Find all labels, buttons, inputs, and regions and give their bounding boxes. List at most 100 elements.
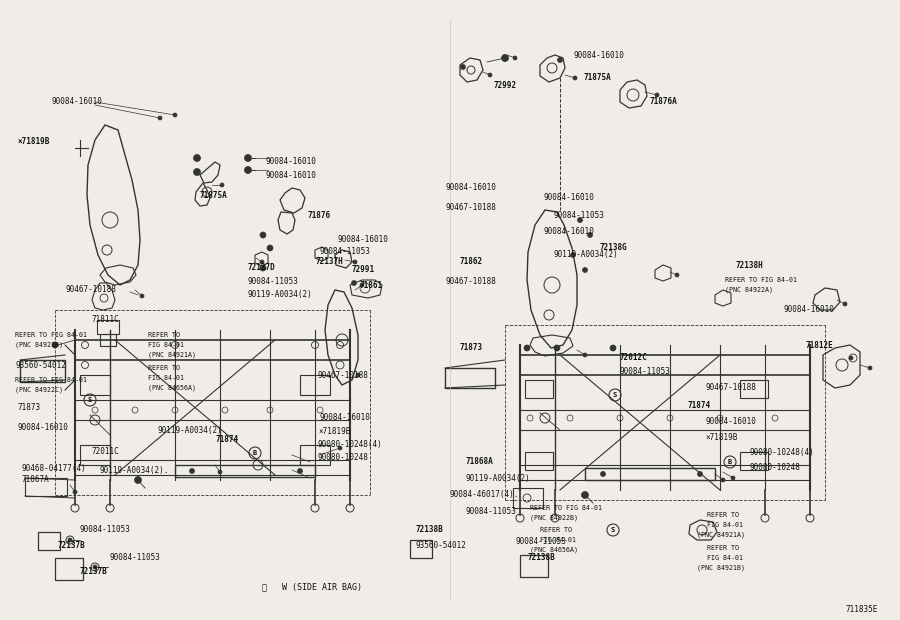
Circle shape bbox=[173, 113, 177, 117]
Text: 90084-16010: 90084-16010 bbox=[573, 50, 624, 60]
Circle shape bbox=[501, 55, 508, 61]
Text: 71867A: 71867A bbox=[22, 476, 50, 484]
Text: 71812E: 71812E bbox=[805, 340, 832, 350]
Circle shape bbox=[73, 490, 77, 494]
Text: 90467-10188: 90467-10188 bbox=[705, 384, 756, 392]
Text: ※   W (SIDE AIR BAG): ※ W (SIDE AIR BAG) bbox=[262, 583, 362, 591]
Text: 90119-A0034(2): 90119-A0034(2) bbox=[158, 425, 223, 435]
Circle shape bbox=[582, 267, 588, 273]
Bar bbox=[520, 555, 548, 577]
Text: 90084-16010: 90084-16010 bbox=[52, 97, 103, 107]
Bar bbox=[525, 380, 553, 398]
Circle shape bbox=[578, 218, 582, 223]
Text: 90080-10248: 90080-10248 bbox=[318, 453, 369, 463]
Text: 71873: 71873 bbox=[460, 343, 483, 353]
Text: 90084-16010: 90084-16010 bbox=[266, 157, 317, 167]
Bar bbox=[20, 360, 65, 382]
Circle shape bbox=[194, 154, 201, 161]
Text: REFER TO FIG 84-01: REFER TO FIG 84-01 bbox=[725, 277, 797, 283]
Text: (PNC 84922A): (PNC 84922A) bbox=[725, 286, 773, 293]
Bar bbox=[80, 445, 110, 465]
Circle shape bbox=[360, 283, 364, 287]
Text: 90467-10188: 90467-10188 bbox=[445, 278, 496, 286]
Bar bbox=[300, 445, 330, 465]
Text: 93560-54012: 93560-54012 bbox=[415, 541, 466, 549]
Circle shape bbox=[338, 446, 342, 450]
Text: 93560-54012: 93560-54012 bbox=[15, 360, 66, 370]
Text: 71874: 71874 bbox=[687, 401, 710, 409]
Circle shape bbox=[218, 470, 222, 474]
Text: REFER TO: REFER TO bbox=[540, 527, 572, 533]
Text: 90084-16010: 90084-16010 bbox=[445, 184, 496, 192]
Circle shape bbox=[134, 477, 141, 484]
Text: 90080-10248(4): 90080-10248(4) bbox=[318, 440, 382, 450]
Text: ×71819B: ×71819B bbox=[18, 138, 50, 146]
Bar bbox=[55, 558, 83, 580]
Text: 90084-11053: 90084-11053 bbox=[248, 278, 299, 286]
Text: FIG 84-01: FIG 84-01 bbox=[540, 537, 576, 543]
Text: 72137B: 72137B bbox=[58, 541, 86, 549]
Text: 71876: 71876 bbox=[308, 211, 331, 219]
Text: (PNC 84656A): (PNC 84656A) bbox=[530, 547, 578, 553]
Text: 72992: 72992 bbox=[493, 81, 516, 89]
Text: 90467-10188: 90467-10188 bbox=[445, 203, 496, 213]
Text: 90084-16010: 90084-16010 bbox=[543, 193, 594, 203]
Circle shape bbox=[573, 76, 577, 80]
Text: 71873: 71873 bbox=[18, 404, 41, 412]
Text: 90084-16010: 90084-16010 bbox=[320, 414, 371, 422]
Bar bbox=[525, 452, 553, 470]
Text: 90119-A0034(2): 90119-A0034(2) bbox=[248, 291, 313, 299]
Bar bbox=[740, 452, 768, 470]
Text: FIG 84-01: FIG 84-01 bbox=[707, 555, 743, 561]
Circle shape bbox=[190, 469, 194, 474]
Text: 71868A: 71868A bbox=[465, 458, 493, 466]
Circle shape bbox=[356, 373, 360, 377]
Circle shape bbox=[488, 73, 492, 77]
Circle shape bbox=[52, 342, 58, 348]
Text: 90468-04177(4): 90468-04177(4) bbox=[22, 464, 86, 472]
Circle shape bbox=[260, 260, 264, 264]
Text: 90467-10188: 90467-10188 bbox=[318, 371, 369, 379]
Bar bbox=[445, 368, 495, 388]
Text: 90119-A0034(2).: 90119-A0034(2). bbox=[100, 466, 169, 474]
Bar bbox=[175, 465, 315, 477]
Circle shape bbox=[588, 232, 592, 237]
Circle shape bbox=[461, 64, 465, 69]
Text: S: S bbox=[613, 392, 617, 398]
Text: 90084-16010: 90084-16010 bbox=[543, 228, 594, 236]
Text: (PNC 84922C): (PNC 84922C) bbox=[15, 387, 63, 393]
Circle shape bbox=[600, 471, 606, 477]
Text: FIG 84-01: FIG 84-01 bbox=[148, 342, 184, 348]
Circle shape bbox=[731, 476, 735, 480]
Circle shape bbox=[843, 302, 847, 306]
Text: 90119-A0034(2): 90119-A0034(2) bbox=[553, 250, 617, 260]
Text: 90119-A0034(2): 90119-A0034(2) bbox=[465, 474, 530, 482]
Text: 71875A: 71875A bbox=[200, 190, 228, 200]
Text: 71811C: 71811C bbox=[92, 316, 120, 324]
Text: REFER TO: REFER TO bbox=[148, 332, 180, 338]
Text: REFER TO: REFER TO bbox=[148, 365, 180, 371]
Circle shape bbox=[581, 492, 589, 498]
Text: 72011C: 72011C bbox=[92, 448, 120, 456]
Text: FIG 84-01: FIG 84-01 bbox=[148, 375, 184, 381]
Text: 72991: 72991 bbox=[352, 265, 375, 275]
Text: 72012C: 72012C bbox=[620, 353, 648, 363]
Text: REFER TO FIG 84-01: REFER TO FIG 84-01 bbox=[15, 377, 87, 383]
Circle shape bbox=[352, 280, 356, 285]
Circle shape bbox=[557, 58, 562, 63]
Text: 72137H: 72137H bbox=[315, 257, 343, 267]
Text: 72137D: 72137D bbox=[247, 264, 274, 273]
Circle shape bbox=[298, 469, 302, 474]
Text: (PNC 84921A): (PNC 84921A) bbox=[148, 352, 196, 358]
Bar bbox=[80, 375, 110, 395]
Text: 90084-11053: 90084-11053 bbox=[620, 368, 670, 376]
Text: 72138H: 72138H bbox=[735, 260, 763, 270]
Text: FIG 84-01: FIG 84-01 bbox=[707, 522, 743, 528]
Text: ×71819B: ×71819B bbox=[318, 428, 350, 436]
Bar bbox=[300, 375, 330, 395]
Text: (PNC 84921B): (PNC 84921B) bbox=[697, 565, 745, 571]
Text: 71874: 71874 bbox=[215, 435, 238, 445]
Text: 90084-16010: 90084-16010 bbox=[338, 236, 389, 244]
Text: (PNC 84921B): (PNC 84921B) bbox=[15, 342, 63, 348]
Text: 72137B: 72137B bbox=[80, 567, 108, 577]
